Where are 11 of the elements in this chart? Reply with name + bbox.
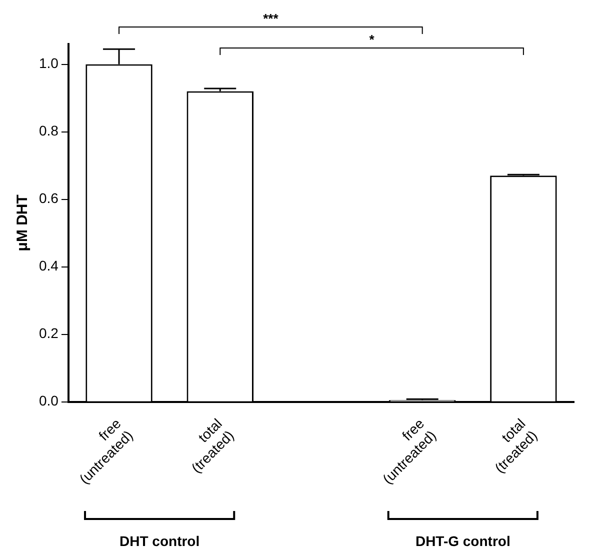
y-tick-label: 0.2 [38, 325, 59, 342]
y-tick-label: 1.0 [38, 55, 59, 72]
text: DHT control [120, 533, 200, 549]
y-axis-title: μM DHT [14, 194, 32, 252]
text: *** [263, 11, 280, 26]
y-tick-label: 0.6 [38, 190, 59, 206]
annotation: * [369, 32, 376, 48]
text: DHT-G control [415, 533, 510, 549]
y-tick-label: 0.0 [38, 392, 59, 409]
y-tick-label: 0.4 [38, 258, 59, 274]
y-tick-label: 0.8 [38, 122, 59, 139]
